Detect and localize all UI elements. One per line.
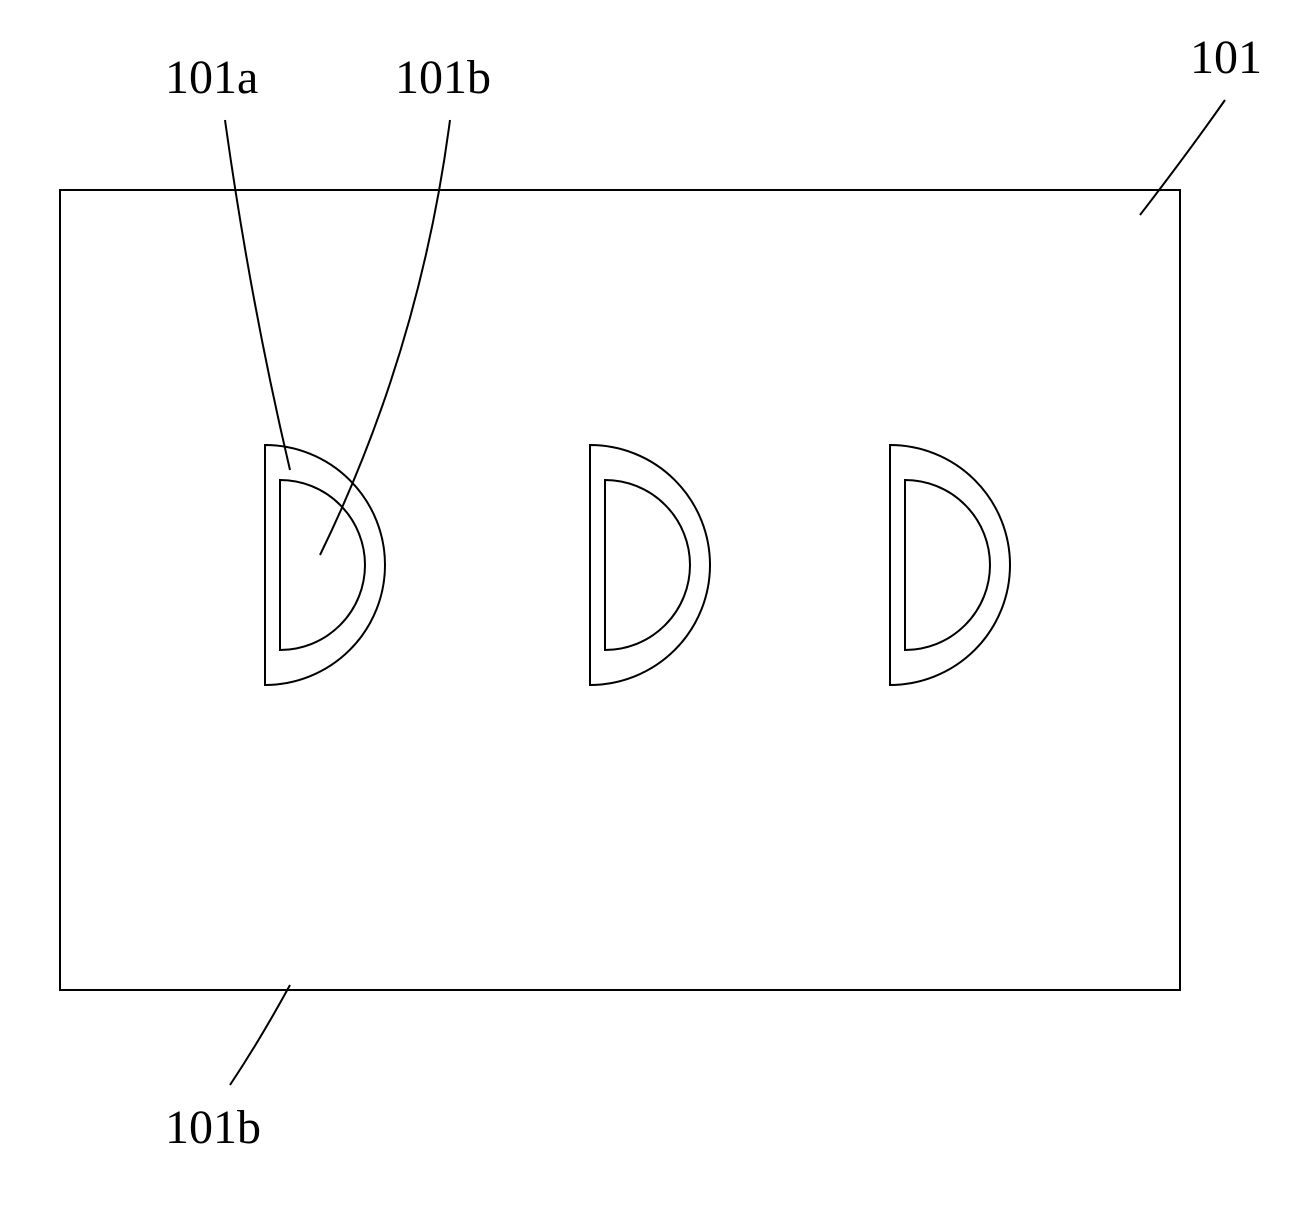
callout-line-101b-bottom (230, 985, 290, 1085)
d-shape-2 (590, 445, 710, 685)
callout-line-101 (1140, 100, 1225, 215)
label-101b-top: 101b (395, 50, 491, 105)
d-shape-1 (265, 445, 385, 685)
callout-line-101b-top (320, 120, 450, 555)
outer-rectangle (60, 190, 1180, 990)
diagram-container: 101 101a 101b 101b (0, 0, 1312, 1210)
label-101a: 101a (165, 50, 258, 105)
diagram-svg (0, 0, 1312, 1210)
label-101: 101 (1190, 30, 1262, 85)
label-101b-bottom: 101b (165, 1100, 261, 1155)
d-shape-3 (890, 445, 1010, 685)
callout-line-101a (225, 120, 290, 470)
